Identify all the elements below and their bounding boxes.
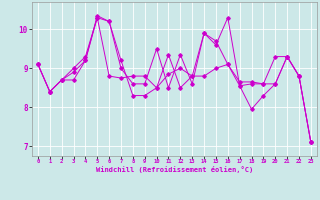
X-axis label: Windchill (Refroidissement éolien,°C): Windchill (Refroidissement éolien,°C)	[96, 166, 253, 173]
